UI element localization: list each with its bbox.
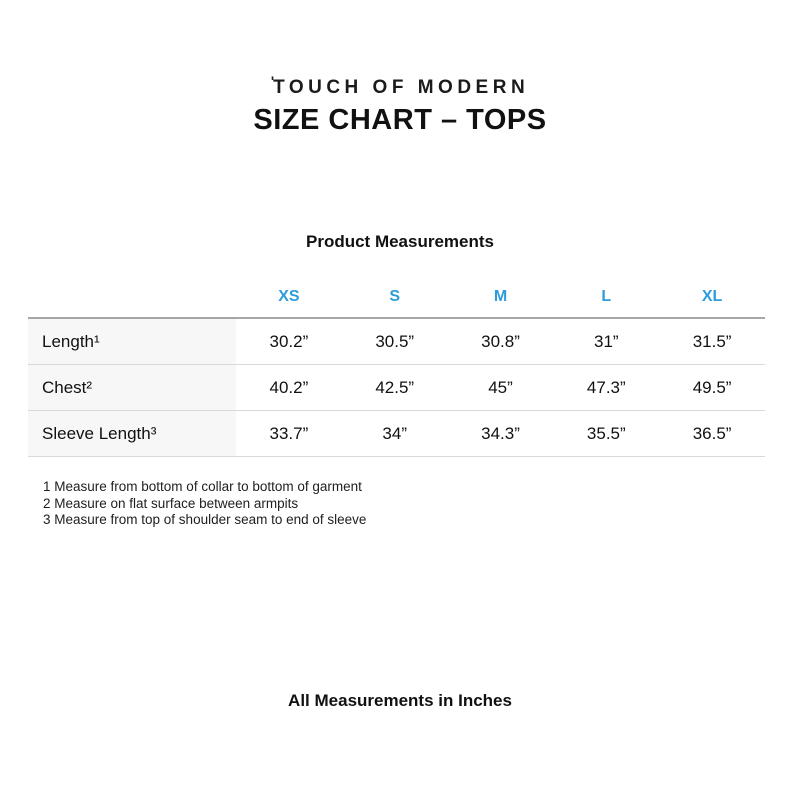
col-header-m: M (493, 287, 508, 305)
cell-chest-l: 47.3” (586, 377, 626, 397)
cell-chest-m: 45” (488, 377, 513, 397)
cell-chest-s: 42.5” (375, 377, 415, 397)
brand-logo: 'TOUCH OF MODERN (0, 74, 800, 99)
col-header-l: L (601, 287, 612, 305)
units-note: All Measurements in Inches (288, 691, 512, 710)
footnote-3: 3 Measure from top of shoulder seam to e… (43, 512, 367, 527)
cell-length-m: 30.8” (481, 331, 520, 351)
row-label: Sleeve Length³ (28, 411, 236, 456)
brand-logo-text: TOUCH OF MODERN (273, 77, 530, 98)
cell-chest-xs: 40.2” (269, 377, 309, 397)
cell-sleeve-m: 34.3” (481, 423, 520, 443)
brand-logo-mark: ' (270, 74, 275, 89)
cell-sleeve-xs: 33.7” (269, 423, 309, 443)
cell-sleeve-s: 34” (382, 423, 407, 443)
cell-sleeve-l: 35.5” (586, 423, 626, 443)
table-body: Length¹ 30.2” 30.5” 30.8” 31” 31.5” Ches… (28, 317, 765, 457)
cell-length-s: 30.5” (375, 331, 415, 351)
row-label: Length¹ (28, 319, 236, 364)
cell-length-l: 31” (594, 331, 619, 351)
table-row-length: Length¹ 30.2” 30.5” 30.8” 31” 31.5” (28, 317, 765, 364)
footnotes: 1 Measure from bottom of collar to botto… (43, 479, 366, 529)
cell-sleeve-xl: 36.5” (692, 423, 732, 443)
footnote-1: 1 Measure from bottom of collar to botto… (43, 479, 362, 494)
measurements-table: XS S M L XL Length¹ 30.2” 30.5” 30.8” 31… (28, 276, 765, 457)
table-row-chest: Chest² 40.2” 42.5” 45” 47.3” 49.5” (28, 364, 765, 410)
page-title: SIZE CHART – TOPS (253, 104, 547, 136)
table-caption: Product Measurements (306, 232, 494, 251)
col-header-s: S (389, 287, 401, 305)
size-header-row: XS S M L XL (28, 276, 765, 317)
row-label: Chest² (28, 365, 236, 410)
cell-chest-xl: 49.5” (692, 377, 732, 397)
cell-length-xl: 31.5” (692, 331, 732, 351)
cell-length-xs: 30.2” (269, 331, 309, 351)
table-row-sleeve-length: Sleeve Length³ 33.7” 34” 34.3” 35.5” 36.… (28, 410, 765, 456)
col-header-xs: XS (278, 287, 300, 305)
footnote-2: 2 Measure on flat surface between armpit… (43, 495, 299, 511)
col-header-xl: XL (701, 287, 723, 305)
